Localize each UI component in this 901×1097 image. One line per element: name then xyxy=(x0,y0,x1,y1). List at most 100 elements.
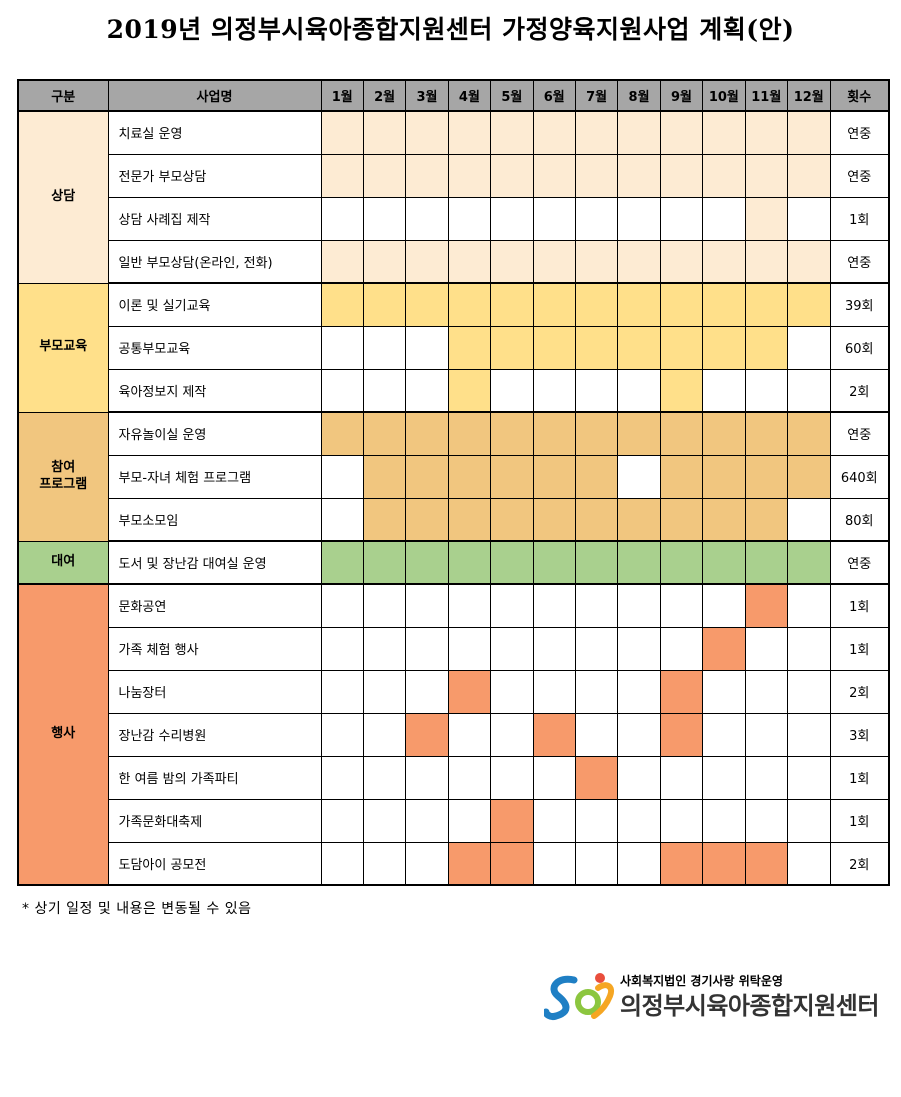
month-cell-active xyxy=(490,454,534,499)
month-cell xyxy=(744,669,788,714)
month-cell xyxy=(786,712,831,757)
month-cell-active xyxy=(490,841,534,886)
category-cell: 참여 프로그램 xyxy=(17,411,109,542)
month-cell-active xyxy=(617,540,661,585)
month-cell-active xyxy=(702,325,746,370)
month-cell xyxy=(447,798,492,843)
program-name: 치료실 운영 xyxy=(107,110,322,155)
month-cell xyxy=(786,841,831,886)
month-cell xyxy=(574,626,619,671)
month-cell xyxy=(447,583,492,628)
month-cell-active xyxy=(447,153,492,198)
month-cell xyxy=(490,196,534,241)
month-cell xyxy=(786,325,831,370)
month-cell xyxy=(320,798,364,843)
month-cell-active xyxy=(702,626,746,671)
month-cell xyxy=(320,583,364,628)
month-cell xyxy=(532,669,576,714)
month-cell-active xyxy=(532,282,576,327)
month-cell-active xyxy=(702,282,746,327)
month-cell-active xyxy=(490,153,534,198)
schedule-body: 상담 치료실 운영 연중 전문가 부모상담 연중 상담 사례집 제작 1회 일반 부모상담(온… xyxy=(17,110,890,886)
month-cell xyxy=(447,755,492,800)
table-row: 전문가 부모상담 연중 xyxy=(18,153,890,198)
month-cell xyxy=(532,798,576,843)
month-cell-active xyxy=(702,153,746,198)
month-cell-active xyxy=(532,110,576,155)
table-row: 부모소모임 80회 xyxy=(18,497,890,542)
header-month: 7월 xyxy=(574,79,619,112)
count-cell: 연중 xyxy=(829,540,890,585)
month-cell xyxy=(532,583,576,628)
month-cell xyxy=(617,196,661,241)
month-cell xyxy=(659,798,704,843)
month-cell xyxy=(617,712,661,757)
category-cell: 대여 xyxy=(17,540,109,585)
month-cell xyxy=(405,669,449,714)
month-cell-active xyxy=(744,411,788,456)
table-row: 한 여름 밤의 가족파티 1회 xyxy=(18,755,890,800)
header-month: 11월 xyxy=(744,79,788,112)
table-row: 부모-자녀 체험 프로그램 640회 xyxy=(18,454,890,499)
program-name: 자유놀이실 운영 xyxy=(107,411,322,456)
month-cell xyxy=(786,798,831,843)
month-cell xyxy=(532,368,576,413)
month-cell-active xyxy=(574,325,619,370)
month-cell-active xyxy=(617,239,661,284)
month-cell xyxy=(490,626,534,671)
month-cell xyxy=(362,841,407,886)
count-cell: 1회 xyxy=(829,583,890,628)
month-cell-active xyxy=(659,712,704,757)
month-cell xyxy=(362,368,407,413)
program-name: 이론 및 실기교육 xyxy=(107,282,322,327)
month-cell xyxy=(659,626,704,671)
month-cell-active xyxy=(320,239,364,284)
month-cell-active xyxy=(702,497,746,542)
month-cell xyxy=(744,755,788,800)
month-cell-active xyxy=(617,497,661,542)
count-cell: 2회 xyxy=(829,669,890,714)
month-cell xyxy=(702,368,746,413)
table-row: 나눔장터 2회 xyxy=(18,669,890,714)
month-cell xyxy=(405,841,449,886)
month-cell-active xyxy=(490,798,534,843)
month-cell-active xyxy=(744,153,788,198)
month-cell xyxy=(786,755,831,800)
month-cell xyxy=(320,497,364,542)
month-cell xyxy=(405,196,449,241)
month-cell-active xyxy=(490,282,534,327)
month-cell xyxy=(574,368,619,413)
month-cell xyxy=(786,368,831,413)
month-cell-active xyxy=(574,755,619,800)
month-cell-active xyxy=(447,497,492,542)
month-cell-active xyxy=(447,282,492,327)
month-cell-active xyxy=(659,325,704,370)
month-cell-active xyxy=(574,497,619,542)
month-cell xyxy=(659,755,704,800)
table-row: 장난감 수리병원 3회 xyxy=(18,712,890,757)
month-cell xyxy=(532,755,576,800)
month-cell-active xyxy=(405,411,449,456)
month-cell-active xyxy=(659,239,704,284)
count-cell: 1회 xyxy=(829,798,890,843)
month-cell-active xyxy=(447,454,492,499)
month-cell-active xyxy=(362,110,407,155)
table-row: 상담 사례집 제작 1회 xyxy=(18,196,890,241)
month-cell-active xyxy=(574,153,619,198)
month-cell-active xyxy=(320,411,364,456)
month-cell-active xyxy=(744,540,788,585)
program-name: 나눔장터 xyxy=(107,669,322,714)
month-cell xyxy=(786,497,831,542)
month-cell xyxy=(702,712,746,757)
month-cell-active xyxy=(786,540,831,585)
month-cell-active xyxy=(659,368,704,413)
category-cell: 부모교육 xyxy=(17,282,109,413)
month-cell xyxy=(362,669,407,714)
month-cell xyxy=(617,583,661,628)
month-cell xyxy=(447,626,492,671)
month-cell-active xyxy=(490,497,534,542)
month-cell xyxy=(617,841,661,886)
table-row: 도담아이 공모전 2회 xyxy=(18,841,890,886)
month-cell xyxy=(490,755,534,800)
org-name: 의정부시육아종합지원센터 xyxy=(620,992,879,1020)
